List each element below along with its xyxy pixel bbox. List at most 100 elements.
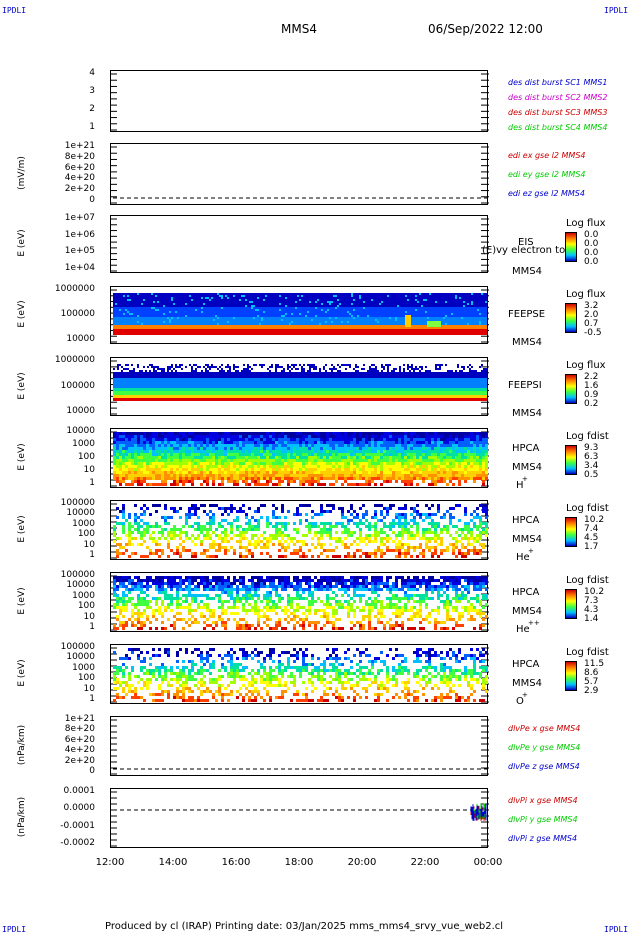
heatmap-cell bbox=[213, 315, 215, 317]
heatmap-cell bbox=[365, 307, 367, 309]
heatmap-cell bbox=[317, 317, 319, 319]
heatmap-cell bbox=[207, 370, 209, 372]
heatmap-cell bbox=[287, 372, 289, 374]
heatmap-cell bbox=[263, 317, 265, 319]
heatmap-cell bbox=[413, 315, 415, 317]
heatmap-cell bbox=[383, 309, 385, 311]
heatmap-cell bbox=[261, 366, 263, 368]
heatmap-cell bbox=[395, 307, 397, 309]
heatmap-cell bbox=[373, 297, 375, 299]
heatmap-cell bbox=[203, 321, 205, 323]
heatmap-cell bbox=[237, 388, 239, 390]
heatmap-cell bbox=[271, 305, 273, 307]
heatmap-cell bbox=[265, 323, 267, 325]
heatmap-cell bbox=[393, 309, 395, 311]
heatmap-cell bbox=[151, 378, 153, 380]
heatmap-cell bbox=[199, 315, 201, 317]
heatmap-cell bbox=[321, 295, 323, 297]
heatmap-cell bbox=[159, 319, 161, 321]
heatmap-cell bbox=[189, 317, 191, 319]
heatmap-cell bbox=[203, 305, 205, 307]
heatmap-cell bbox=[417, 307, 419, 309]
heatmap-cell bbox=[387, 323, 389, 325]
heatmap-cell bbox=[331, 323, 333, 325]
heatmap-cell bbox=[237, 366, 239, 368]
heatmap-cell bbox=[141, 321, 143, 323]
heatmap-cell bbox=[163, 372, 165, 374]
heatmap-cell bbox=[441, 303, 443, 305]
heatmap-cell bbox=[333, 366, 335, 368]
heatmap-cell bbox=[211, 384, 213, 386]
heatmap-cell bbox=[481, 299, 483, 301]
heatmap-cell bbox=[483, 311, 485, 313]
heatmap-cell bbox=[463, 303, 465, 305]
heatmap-cell bbox=[453, 299, 455, 301]
heatmap-cell bbox=[119, 299, 121, 301]
heatmap-cell bbox=[331, 378, 333, 380]
heatmap-cell bbox=[157, 384, 159, 386]
heatmap-cell bbox=[227, 376, 229, 378]
heatmap-cell bbox=[451, 301, 453, 303]
heatmap-cell bbox=[327, 293, 329, 295]
heatmap-cell bbox=[243, 311, 245, 313]
heatmap-cell bbox=[227, 299, 229, 301]
heatmap-cell bbox=[167, 307, 169, 309]
heatmap-cell bbox=[299, 388, 301, 390]
heatmap-cell bbox=[143, 388, 145, 390]
heatmap-cell bbox=[235, 382, 237, 384]
heatmap-cell bbox=[181, 299, 183, 301]
heatmap-cell bbox=[339, 319, 341, 321]
heatmap-cell bbox=[381, 374, 383, 376]
heatmap-cell bbox=[485, 303, 487, 305]
heatmap-cell bbox=[477, 293, 479, 295]
heatmap-cell bbox=[429, 299, 431, 301]
heatmap-cell bbox=[281, 311, 283, 313]
heatmap-cell bbox=[215, 295, 217, 297]
heatmap-cell bbox=[295, 309, 297, 311]
heatmap-cell bbox=[269, 299, 271, 301]
heatmap-cell bbox=[299, 311, 301, 313]
heatmap-cell bbox=[295, 319, 297, 321]
heatmap-cell bbox=[125, 303, 127, 305]
heatmap-cell bbox=[283, 380, 285, 382]
heatmap-cell bbox=[331, 368, 333, 370]
heatmap-cell bbox=[251, 299, 253, 301]
heatmap-cell bbox=[221, 370, 223, 372]
heatmap-cell bbox=[361, 372, 363, 374]
heatmap-cell bbox=[301, 315, 303, 317]
heatmap-cell bbox=[215, 384, 217, 386]
heatmap-cell bbox=[129, 380, 131, 382]
heatmap-cell bbox=[275, 297, 277, 299]
heatmap-cell bbox=[177, 323, 179, 325]
heatmap-cell bbox=[381, 297, 383, 299]
heatmap-cell bbox=[235, 374, 237, 376]
heatmap-cell bbox=[325, 372, 327, 374]
heatmap-cell bbox=[325, 321, 327, 323]
heatmap-cell bbox=[167, 317, 169, 319]
heatmap-cell bbox=[367, 299, 369, 301]
heatmap-cell bbox=[167, 311, 169, 313]
heatmap-cell bbox=[315, 307, 317, 309]
heatmap-cell bbox=[209, 319, 211, 321]
heatmap-cell bbox=[119, 297, 121, 299]
heatmap-cell bbox=[363, 382, 365, 384]
heatmap-cell bbox=[193, 372, 195, 374]
heatmap-cell bbox=[221, 319, 223, 321]
heatmap-cell bbox=[189, 364, 191, 366]
heatmap-cell bbox=[113, 299, 115, 301]
heatmap-cell bbox=[301, 317, 303, 319]
heatmap-cell bbox=[391, 307, 393, 309]
heatmap-cell bbox=[287, 321, 289, 323]
heatmap-cell bbox=[125, 293, 127, 295]
heatmap-cell bbox=[371, 368, 373, 370]
heatmap-cell bbox=[131, 323, 133, 325]
heatmap-cell bbox=[261, 317, 263, 319]
heatmap-cell bbox=[341, 323, 343, 325]
heatmap-cell bbox=[117, 321, 119, 323]
heatmap-cell bbox=[115, 323, 117, 325]
heatmap-cell bbox=[177, 311, 179, 313]
heatmap-cell bbox=[353, 380, 355, 382]
heatmap-cell bbox=[127, 323, 129, 325]
heatmap-cell bbox=[443, 299, 445, 301]
heatmap-cell bbox=[307, 303, 309, 305]
